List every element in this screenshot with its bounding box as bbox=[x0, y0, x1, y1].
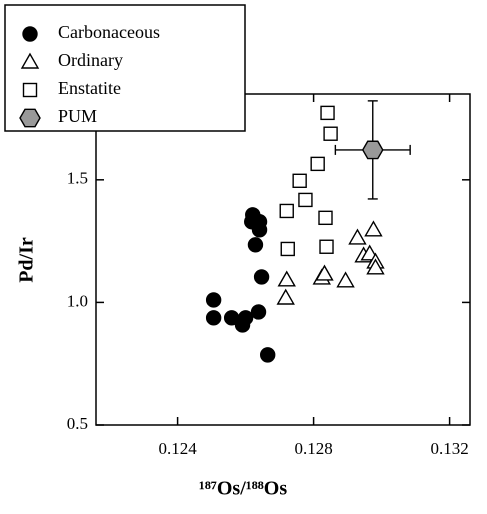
point bbox=[361, 140, 384, 160]
point bbox=[318, 210, 333, 226]
point bbox=[366, 258, 385, 275]
legend-label: PUM bbox=[58, 106, 97, 126]
point bbox=[320, 105, 335, 121]
legend-marker bbox=[22, 26, 38, 42]
point bbox=[247, 237, 264, 253]
point bbox=[279, 203, 294, 219]
y-tick-label: 1.0 bbox=[67, 291, 88, 310]
point bbox=[205, 310, 222, 326]
point bbox=[205, 292, 222, 308]
point bbox=[277, 270, 296, 287]
legend-label: Enstatite bbox=[58, 78, 121, 98]
point bbox=[315, 264, 334, 281]
point bbox=[292, 173, 307, 188]
x-tick-label: 0.132 bbox=[430, 439, 468, 458]
point bbox=[253, 269, 270, 285]
point bbox=[280, 241, 295, 257]
point bbox=[310, 156, 325, 172]
point bbox=[323, 126, 338, 141]
legend-marker bbox=[20, 52, 40, 69]
legend-label: Ordinary bbox=[58, 50, 123, 70]
y-tick-label: 0.5 bbox=[67, 414, 88, 433]
point bbox=[298, 192, 313, 208]
point bbox=[250, 304, 267, 320]
legend-box bbox=[4, 4, 246, 132]
point bbox=[364, 220, 383, 237]
x-tick-label: 0.128 bbox=[294, 439, 332, 458]
point bbox=[237, 310, 254, 326]
point bbox=[319, 239, 334, 254]
y-tick-label: 1.5 bbox=[67, 169, 88, 188]
point bbox=[276, 288, 295, 305]
point bbox=[336, 271, 355, 288]
point bbox=[260, 347, 276, 363]
point bbox=[348, 228, 367, 245]
legend-marker bbox=[22, 82, 38, 98]
x-axis-label: ¹⁸⁷Os/¹⁸⁸Os bbox=[199, 478, 287, 500]
y-axis-label: Pd/Ir bbox=[16, 237, 38, 283]
legend-marker bbox=[19, 108, 41, 128]
point bbox=[251, 222, 268, 238]
plot-frame bbox=[95, 93, 471, 426]
legend-label: Carbonaceous bbox=[58, 22, 160, 42]
x-tick-label: 0.124 bbox=[158, 439, 197, 458]
